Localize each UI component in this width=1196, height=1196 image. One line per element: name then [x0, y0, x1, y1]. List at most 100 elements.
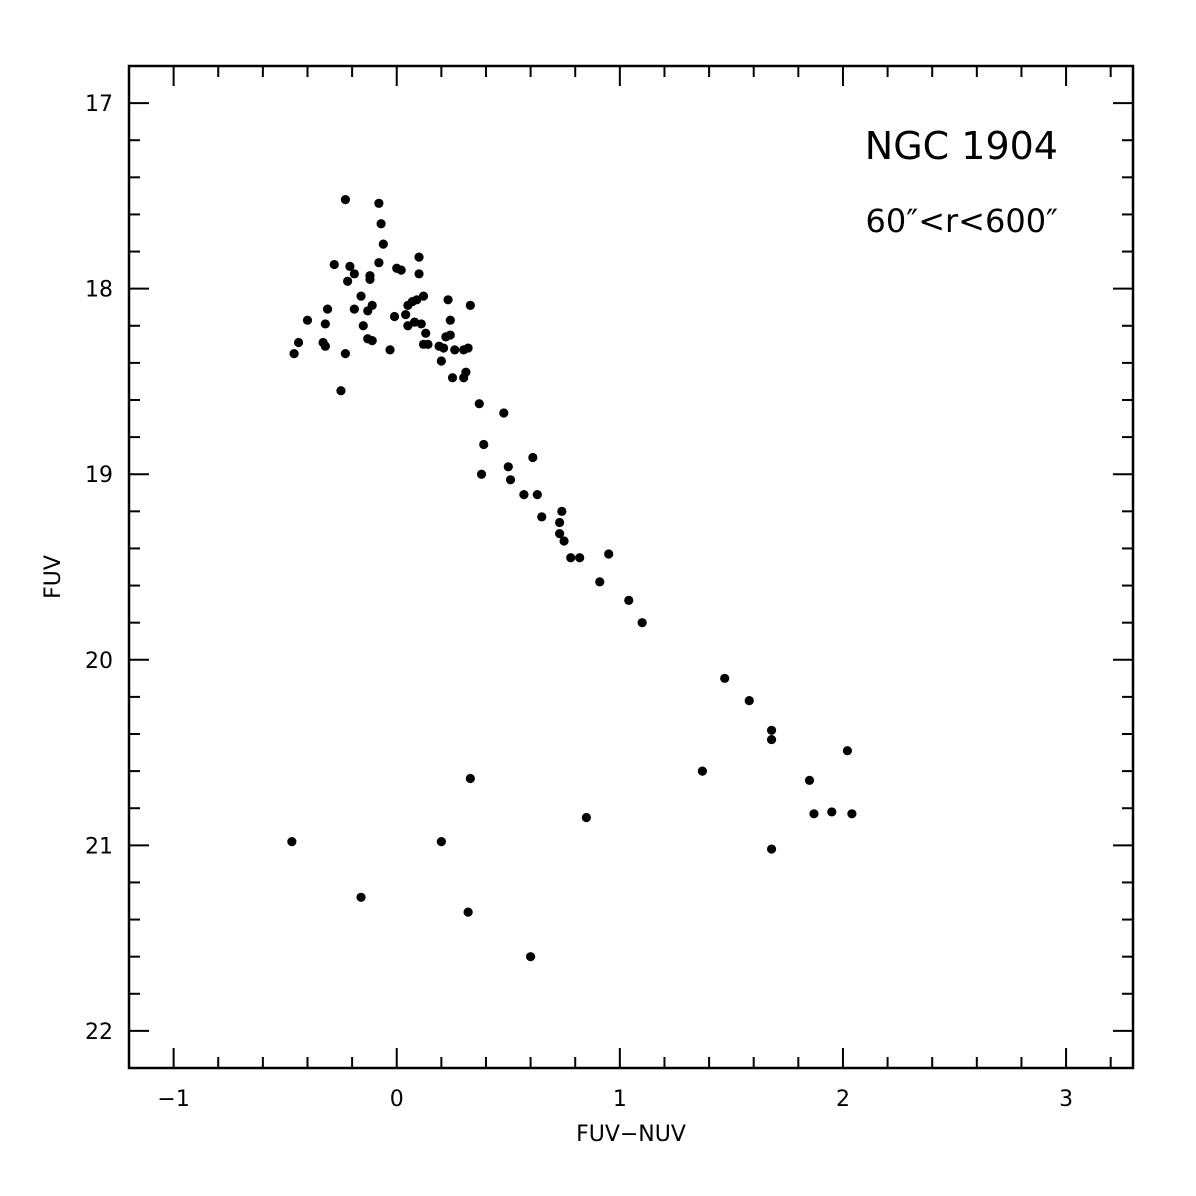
- data-point: [412, 295, 422, 305]
- data-point: [479, 439, 489, 450]
- data-point: [356, 892, 366, 902]
- x-tick-label: 1: [613, 1087, 627, 1112]
- data-point: [418, 291, 429, 301]
- data-point: [555, 529, 565, 539]
- data-point: [637, 618, 647, 628]
- y-tick-label: 19: [85, 463, 113, 488]
- y-tick-label: 17: [85, 92, 113, 117]
- y-tick-label: 18: [85, 278, 113, 303]
- data-point: [376, 219, 386, 229]
- data-point: [356, 291, 366, 301]
- data-points: [287, 195, 857, 962]
- data-point: [374, 198, 384, 208]
- data-point: [766, 844, 777, 854]
- y-tick-label: 22: [85, 1020, 113, 1045]
- y-tick-label: 20: [85, 649, 113, 674]
- data-point: [401, 310, 411, 320]
- data-point: [526, 952, 536, 962]
- data-point: [503, 462, 513, 472]
- data-point: [287, 837, 297, 847]
- data-point: [421, 328, 431, 338]
- annotation-cluster-name: NGC 1904: [865, 124, 1058, 168]
- data-point: [340, 195, 351, 205]
- data-point: [365, 274, 375, 284]
- data-point: [438, 343, 449, 353]
- data-point: [465, 773, 475, 784]
- data-point: [385, 345, 395, 355]
- data-point: [528, 452, 538, 463]
- data-point: [416, 319, 426, 329]
- data-point: [566, 553, 576, 563]
- data-point: [532, 490, 542, 500]
- data-point: [557, 506, 567, 516]
- data-point: [378, 239, 388, 249]
- data-point: [349, 269, 359, 279]
- axis-ticks: [129, 65, 1133, 1069]
- data-point: [302, 315, 313, 325]
- x-tick-label: −1: [157, 1087, 189, 1112]
- data-point: [575, 553, 585, 563]
- data-point: [443, 295, 453, 305]
- data-point: [343, 276, 353, 286]
- data-point: [809, 809, 819, 819]
- data-point: [463, 907, 473, 917]
- data-point: [604, 549, 614, 559]
- data-point: [336, 386, 346, 396]
- data-point: [293, 337, 304, 348]
- data-point: [463, 343, 473, 353]
- data-point: [465, 300, 475, 310]
- data-point: [766, 734, 777, 745]
- data-point: [329, 259, 339, 270]
- data-point: [367, 300, 377, 310]
- x-axis-label: FUV−NUV: [576, 1122, 686, 1147]
- data-point: [322, 304, 333, 314]
- data-point: [445, 315, 455, 325]
- data-point: [340, 349, 351, 359]
- x-tick-label: 2: [836, 1087, 850, 1112]
- data-point: [414, 252, 424, 262]
- data-point: [349, 304, 359, 314]
- annotation-radius-range: 60″<r<600″: [866, 202, 1059, 240]
- y-axis-label: FUV: [41, 555, 66, 599]
- data-point: [720, 673, 730, 683]
- data-point: [441, 332, 451, 342]
- data-point: [459, 373, 469, 383]
- data-point: [697, 766, 707, 776]
- data-point: [474, 399, 484, 409]
- plot-frame: [127, 64, 1135, 1070]
- data-point: [320, 341, 330, 351]
- data-point: [345, 261, 355, 271]
- data-point: [403, 321, 413, 331]
- x-tick-label: 0: [390, 1087, 404, 1112]
- data-point: [537, 512, 547, 522]
- data-point: [396, 265, 406, 275]
- data-point: [581, 812, 591, 823]
- data-point: [624, 595, 634, 606]
- data-point: [766, 725, 777, 735]
- data-point: [374, 258, 384, 268]
- data-point: [289, 349, 299, 359]
- data-point: [559, 536, 569, 546]
- data-point: [367, 336, 377, 346]
- data-point: [595, 577, 605, 587]
- data-point: [842, 746, 853, 756]
- data-point: [847, 809, 857, 819]
- data-point: [436, 837, 446, 847]
- data-point: [519, 490, 529, 500]
- tick-labels: −1 0 1 2 3 17 18 19 20 21 22: [85, 92, 1073, 1112]
- y-tick-label: 21: [85, 834, 113, 859]
- data-point: [414, 269, 424, 279]
- data-point: [320, 319, 330, 329]
- data-point: [358, 321, 368, 331]
- data-point: [447, 373, 458, 383]
- data-point: [505, 475, 516, 485]
- data-point: [499, 408, 509, 418]
- data-point: [423, 339, 433, 349]
- data-point: [827, 807, 837, 817]
- data-point: [436, 356, 446, 366]
- data-point: [389, 311, 400, 322]
- x-tick-label: 3: [1059, 1087, 1073, 1112]
- data-point: [744, 696, 754, 706]
